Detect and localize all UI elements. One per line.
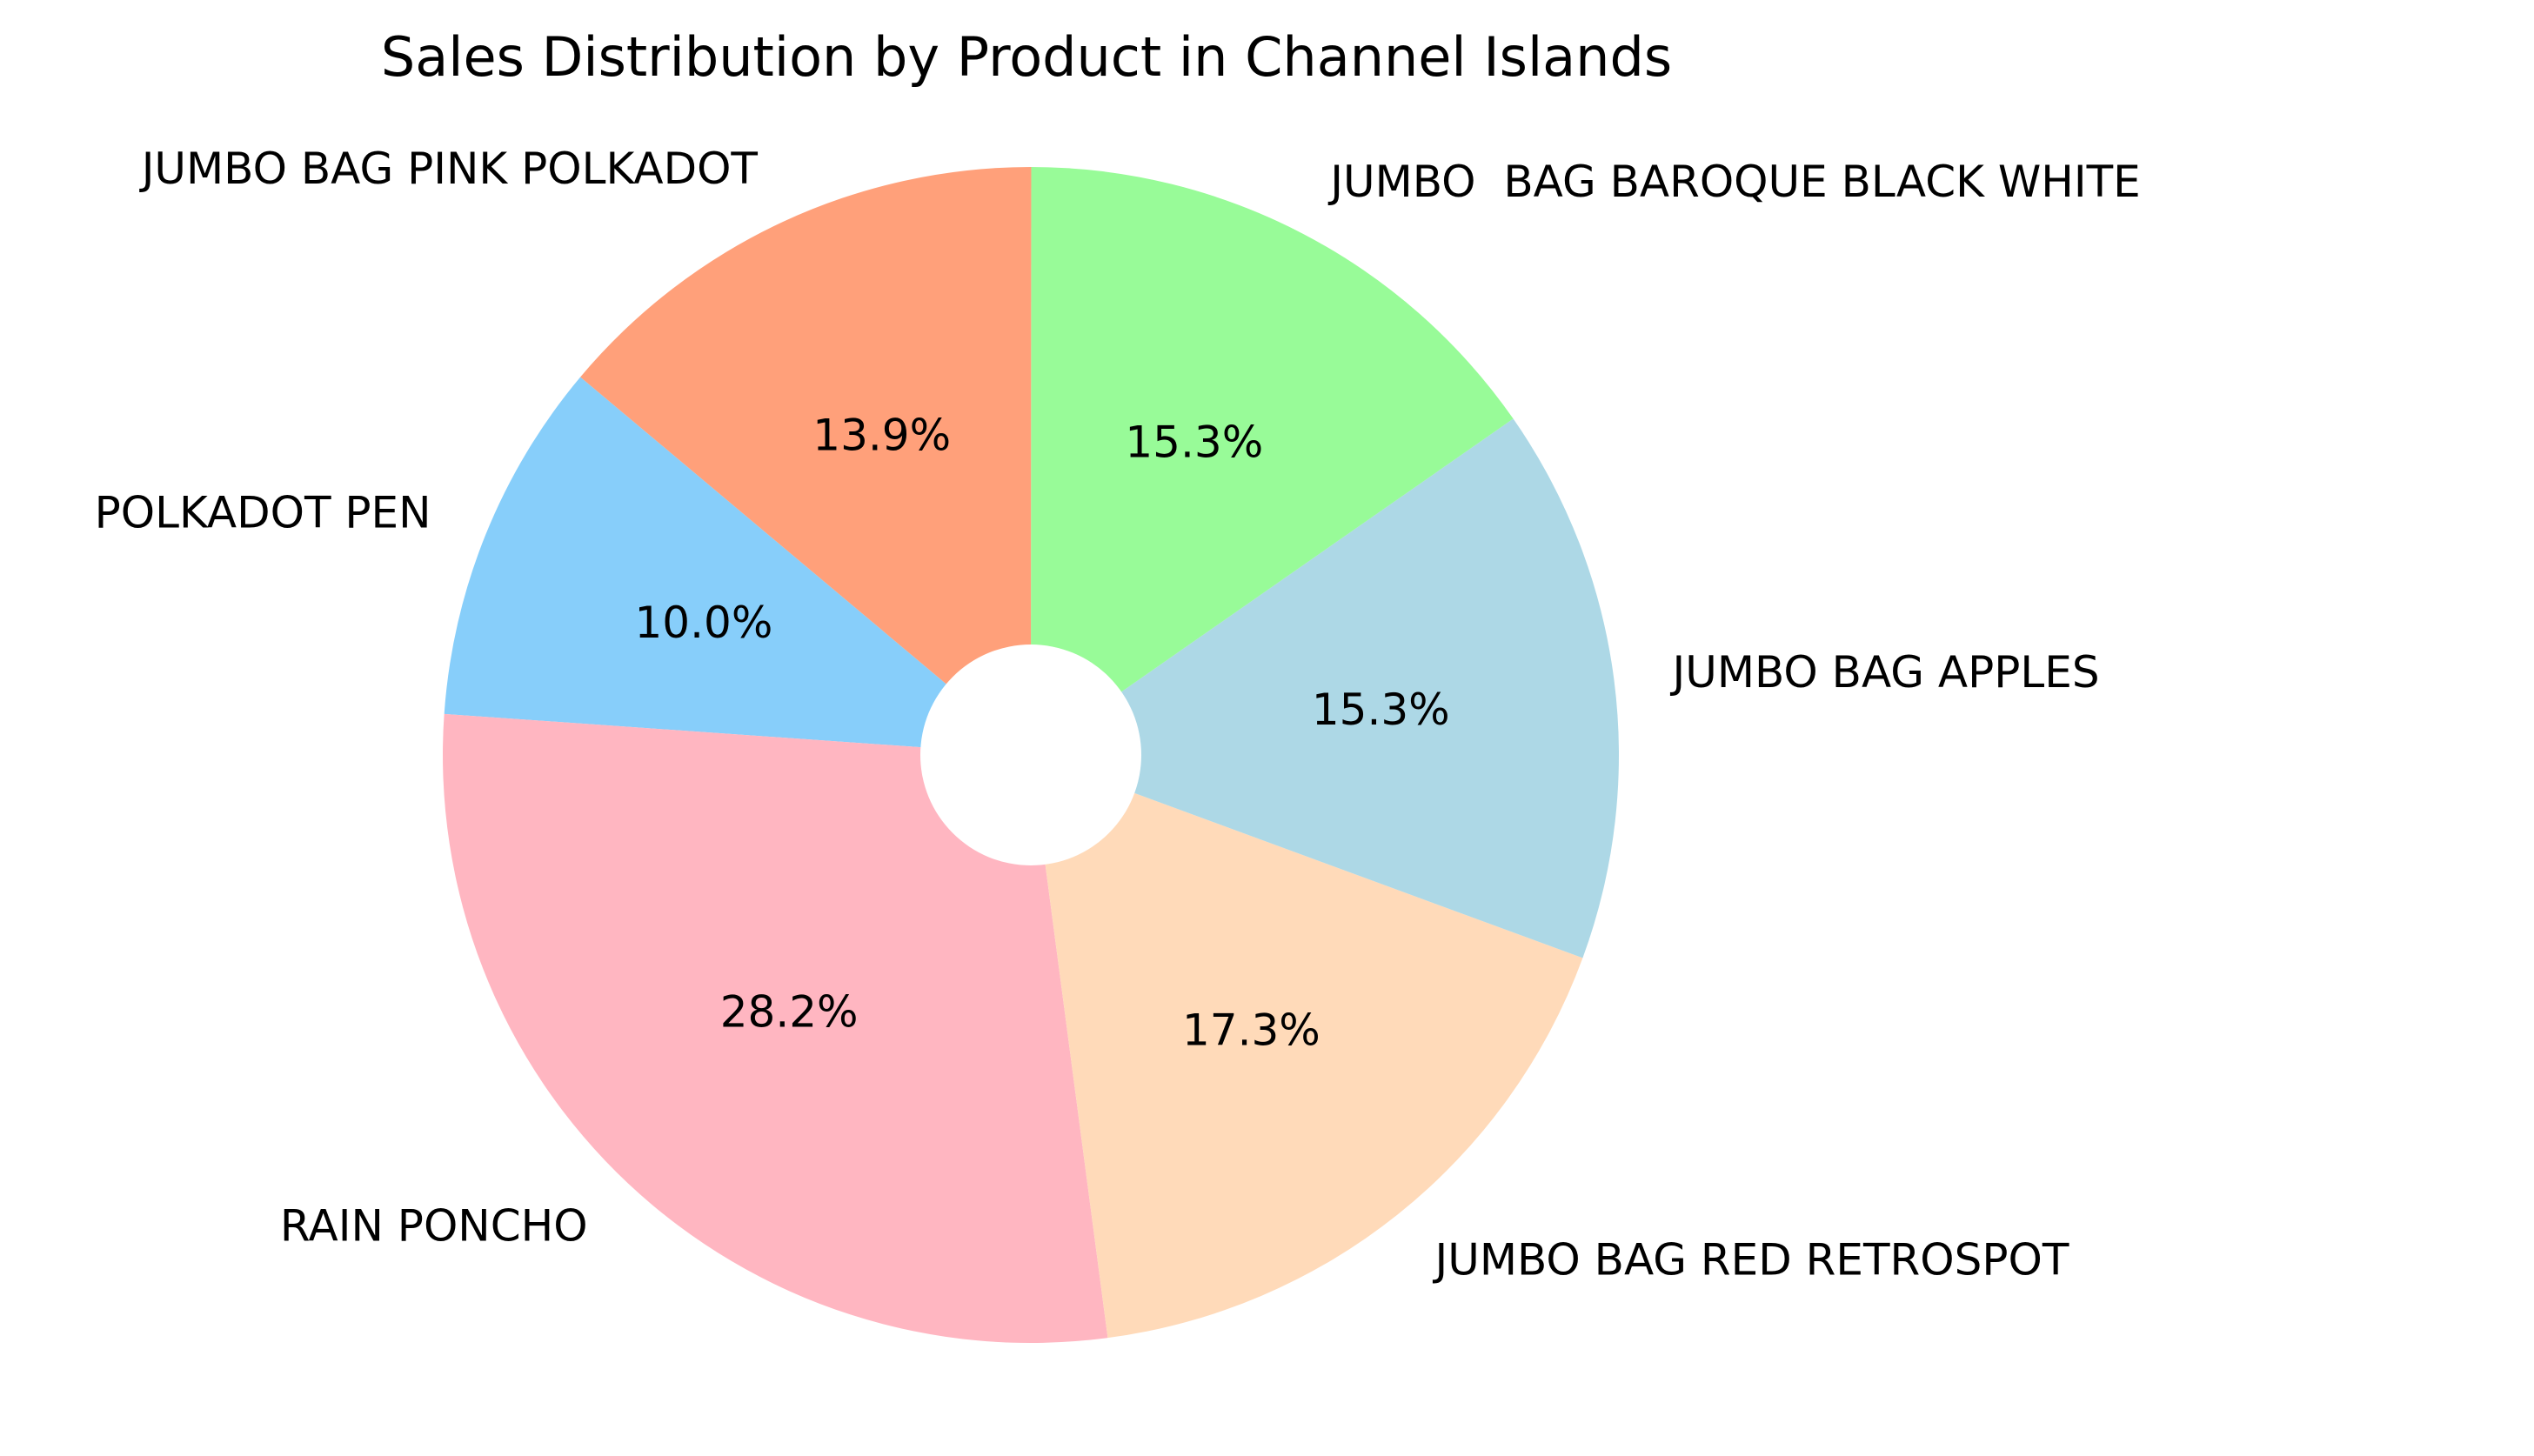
pie-slice-jumbo-bag-pink-polkadot <box>580 167 1032 756</box>
slice-percent-label: 17.3% <box>1182 1005 1320 1056</box>
pie-slice-jumbo-bag-apples <box>1031 418 1619 958</box>
slice-category-label: POLKADOT PEN <box>95 487 431 538</box>
slice-category-label: RAIN PONCHO <box>280 1201 588 1252</box>
slice-category-label: JUMBO BAG APPLES <box>1670 647 2100 698</box>
pie-slice-polkadot-pen <box>444 377 1031 755</box>
chart-title: Sales Distribution by Product in Channel… <box>381 25 1672 89</box>
slice-percent-label: 28.2% <box>720 986 859 1037</box>
donut-hole <box>920 645 1141 865</box>
slice-category-label: JUMBO BAG BAROQUE BLACK WHITE <box>1327 157 2141 207</box>
slice-percent-label: 10.0% <box>635 598 773 648</box>
slice-percent-label: 13.9% <box>812 410 951 460</box>
slices-layer <box>442 167 1619 1344</box>
slice-category-label: JUMBO BAG RED RETROSPOT <box>1433 1235 2069 1286</box>
labels-layer: 10.0% POLKADOT PEN 28.2% RAIN PONCHO 17.3% JU… <box>95 144 2141 1286</box>
slice-percent-label: 15.3% <box>1312 685 1450 735</box>
pie-slice-rain-poncho <box>442 713 1108 1344</box>
slice-percent-label: 15.3% <box>1125 417 1263 467</box>
pie-slice-jumbo-bag-red-retrospot <box>1031 755 1583 1339</box>
pie-slice-jumbo-bag-baroque-black-white <box>1031 167 1514 755</box>
slice-category-label: JUMBO BAG PINK POLKADOT <box>139 144 759 194</box>
